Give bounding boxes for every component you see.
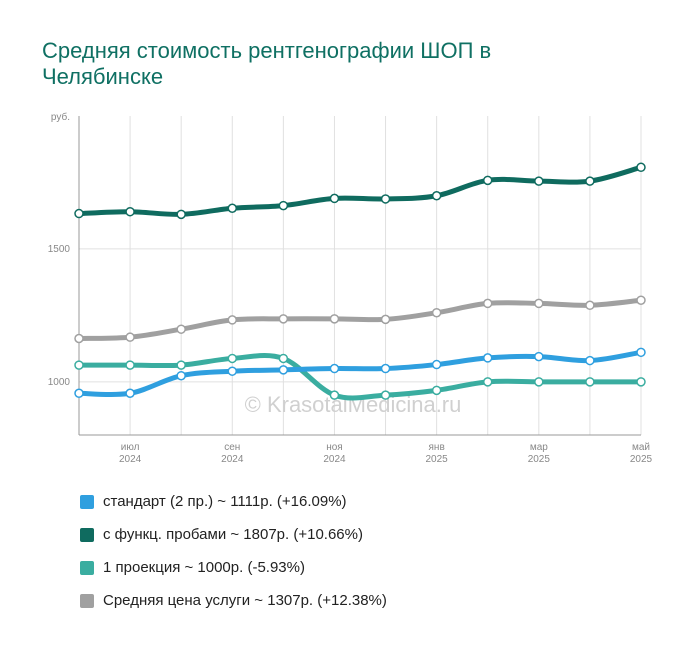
x-tick-label-month: май [632,442,650,453]
data-point[interactable] [534,377,544,387]
data-point[interactable] [431,191,442,201]
data-point[interactable] [278,365,289,375]
data-point[interactable] [380,390,391,400]
data-point[interactable] [176,209,186,220]
data-point[interactable] [227,366,238,376]
x-tick-label-year: 2025 [426,454,449,465]
legend-swatch [80,527,94,542]
legend-swatch [80,560,94,575]
data-point[interactable] [534,176,544,186]
data-point[interactable] [482,298,493,309]
data-point[interactable] [278,314,289,324]
x-tick-label-month: июл [121,442,140,453]
data-point[interactable] [431,359,442,370]
legend-item[interactable]: с функц. пробами ~ 1807р. (+10.66%) [80,518,387,551]
legend-swatch [80,593,94,608]
data-point[interactable] [176,324,186,334]
legend-item[interactable]: 1 проекция ~ 1000р. (-5.93%) [80,551,387,584]
data-point[interactable] [431,385,442,396]
data-point[interactable] [176,360,186,370]
data-point[interactable] [74,333,84,344]
data-point[interactable] [636,162,646,173]
legend-label: Средняя цена услуги ~ 1307р. (+12.38%) [103,592,387,609]
data-point[interactable] [125,332,135,342]
data-point[interactable] [176,370,186,381]
data-point[interactable] [227,353,238,364]
data-point[interactable] [482,377,493,387]
legend-label: с функц. пробами ~ 1807р. (+10.66%) [103,526,363,543]
data-point[interactable] [482,353,493,363]
data-point[interactable] [125,360,135,370]
data-point[interactable] [329,314,340,324]
data-point[interactable] [278,200,289,211]
data-point[interactable] [227,203,238,213]
x-tick-label-year: 2024 [323,454,346,465]
chart-title: Средняя стоимость рентгенографии ШОП в Ч… [42,38,492,89]
legend-item[interactable]: Средняя цена услуги ~ 1307р. (+12.38%) [80,584,387,617]
data-point[interactable] [125,388,135,399]
legend-label: стандарт (2 пр.) ~ 1111р. (+16.09%) [103,493,347,510]
data-point[interactable] [74,388,84,399]
data-point[interactable] [380,194,391,204]
data-point[interactable] [329,363,340,374]
series-line [76,349,644,398]
x-tick-label-year: 2024 [221,454,244,465]
data-point[interactable] [227,315,238,325]
data-point[interactable] [534,298,544,309]
legend: стандарт (2 пр.) ~ 1111р. (+16.09%) с фун… [80,485,387,617]
legend-item[interactable]: стандарт (2 пр.) ~ 1111р. (+16.09%) [80,485,387,518]
series-line [76,297,644,342]
x-tick-label-month: сен [224,442,240,453]
x-tick-label-month: янв [429,442,445,453]
x-tick-label-year: 2024 [119,454,142,465]
x-tick-label-year: 2025 [528,454,551,465]
data-point[interactable] [380,363,391,374]
data-point[interactable] [534,351,544,362]
y-tick-label: 1500 [48,244,71,255]
data-point[interactable] [329,193,340,204]
data-point[interactable] [125,206,135,217]
x-tick-label-year: 2025 [630,454,653,465]
data-point[interactable] [636,377,646,387]
y-tick-label: 1000 [48,377,71,388]
data-point[interactable] [482,175,493,186]
data-point[interactable] [636,295,646,305]
data-point[interactable] [585,176,595,186]
series-line [76,164,644,217]
data-point[interactable] [278,353,289,364]
data-point[interactable] [329,390,340,400]
data-point[interactable] [74,360,84,370]
data-point[interactable] [380,314,391,325]
data-point[interactable] [585,377,595,387]
data-point[interactable] [585,355,595,366]
x-tick-label-month: мар [530,442,548,453]
y-unit-label: руб. [51,111,70,123]
data-point[interactable] [74,208,84,219]
legend-label: 1 проекция ~ 1000р. (-5.93%) [103,559,305,576]
x-tick-label-month: ноя [326,442,343,453]
legend-swatch [80,494,94,509]
data-point[interactable] [585,300,595,311]
data-point[interactable] [431,307,442,318]
data-point[interactable] [636,347,646,358]
